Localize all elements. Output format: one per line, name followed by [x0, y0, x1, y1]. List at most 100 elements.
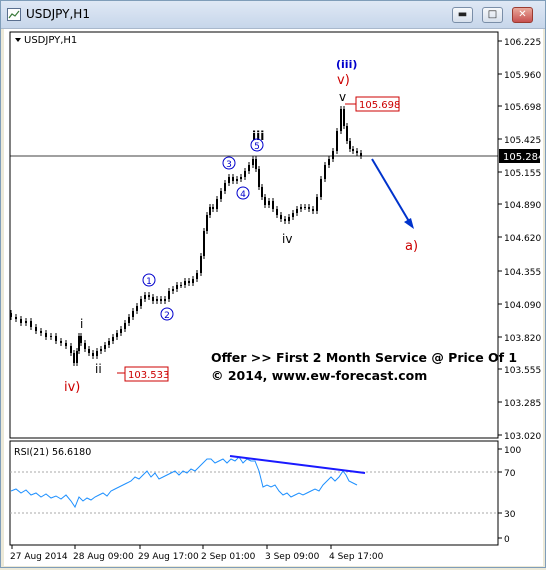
maximize-button[interactable]: □	[482, 7, 503, 23]
high-price-box	[355, 96, 400, 112]
candle-body	[200, 256, 202, 273]
price-axis-label: 106.225	[504, 38, 541, 48]
candle-body	[124, 323, 126, 329]
candle-body	[276, 209, 278, 215]
candle-body	[116, 333, 118, 337]
wave-label-4: 4	[240, 190, 246, 200]
annotation-offer: Offer >> First 2 Month Service @ Price O…	[211, 350, 517, 365]
candle-body	[332, 151, 334, 159]
price-axis-label: 103.285	[504, 399, 541, 409]
rsi-axis: 100 70 30 0	[498, 446, 521, 545]
candle-body	[50, 336, 52, 337]
candle-body	[78, 336, 80, 351]
candle-body	[120, 329, 122, 333]
candle-body	[268, 201, 270, 205]
wave-label-3: 3	[226, 160, 232, 170]
candle-body	[352, 149, 354, 151]
wave-label-i: i	[80, 317, 83, 331]
price-axis-label: 105.155	[504, 169, 541, 179]
candle-body	[360, 153, 362, 156]
low-price-tag: 103.533	[128, 370, 169, 381]
candle-body	[288, 217, 290, 221]
minimize-button[interactable]: ▬	[452, 7, 473, 23]
candle-body	[132, 311, 134, 317]
candle-body	[240, 177, 242, 179]
wave-label-iii: iii	[252, 129, 264, 143]
wave-label-1-circle	[142, 273, 156, 287]
candle-body	[228, 177, 230, 183]
time-axis-label: 2 Sep 01:00	[201, 552, 256, 562]
wave-label-2: 2	[164, 311, 170, 321]
main-chart-frame	[9, 31, 499, 439]
candle-body	[203, 231, 205, 256]
candle-body	[196, 273, 198, 279]
time-axis-label: 3 Sep 09:00	[265, 552, 320, 562]
price-axis-label: 104.890	[504, 201, 541, 211]
candle-body	[264, 197, 266, 205]
candle-body	[324, 165, 326, 179]
candle-body	[252, 159, 254, 165]
candle-body	[88, 349, 90, 353]
candle-body	[292, 213, 294, 217]
current-price-label: 105.284	[503, 152, 543, 163]
candle-body	[216, 199, 218, 209]
candle-body	[212, 207, 214, 209]
title-bar[interactable]: USDJPY,H1 ▬ □ ✕	[1, 1, 545, 29]
price-axis: 106.225 105.960 105.698 105.425 105.155 104.8…	[498, 38, 541, 442]
rsi-axis-label: 100	[504, 446, 521, 456]
time-axis-label: 4 Sep 17:00	[329, 552, 384, 562]
candle-body	[176, 285, 178, 289]
candle-body	[172, 289, 174, 291]
candle-body	[356, 151, 358, 153]
time-axis-label: 29 Aug 17:00	[138, 552, 199, 562]
candle-body	[92, 353, 94, 356]
candle-body	[346, 126, 348, 141]
chart-area[interactable]: USDJPY,H1 106.225 105.960 105.698 105.425 10…	[4, 29, 544, 566]
price-axis-label: 105.960	[504, 71, 541, 81]
wave-label-2-circle	[160, 307, 174, 321]
wave-label-5: 5	[254, 142, 260, 152]
candle-body	[10, 313, 12, 317]
candle-body	[140, 299, 142, 306]
candle-body	[104, 345, 106, 349]
chart-window-icon	[7, 8, 21, 21]
candle-body	[15, 317, 17, 319]
candle-body	[112, 337, 114, 341]
price-axis-label: 104.090	[504, 301, 541, 311]
price-axis-label: 104.355	[504, 268, 541, 278]
candle-body	[108, 341, 110, 345]
candle-body	[136, 306, 138, 311]
close-button[interactable]: ✕	[512, 7, 533, 23]
rsi-axis-label: 0	[504, 535, 510, 545]
low-price-box	[124, 366, 169, 382]
wave-label-v-red: v)	[337, 73, 350, 88]
wave-label-iv-red: iv)	[64, 380, 80, 395]
forecast-arrow-line	[371, 158, 411, 224]
candle-body	[244, 171, 246, 177]
candle-body	[128, 317, 130, 323]
wave-label-ii: ii	[95, 362, 102, 376]
candle-body	[261, 187, 263, 197]
candle-body	[280, 215, 282, 219]
price-axis-label: 104.620	[504, 234, 541, 244]
rsi-axis-label: 30	[504, 510, 516, 520]
window-title: USDJPY,H1	[26, 7, 90, 21]
candle-body	[258, 169, 260, 187]
candle-body	[164, 299, 166, 301]
candle-body	[160, 299, 162, 301]
wave-label-5-circle	[250, 138, 264, 152]
chart-dropdown-icon[interactable]	[15, 38, 21, 42]
wave-label-3-circle	[222, 156, 236, 170]
candle-body	[304, 207, 306, 208]
rsi-divergence-line	[229, 455, 366, 474]
minimize-icon: ▬	[457, 9, 468, 20]
wave-label-a-red: a)	[405, 239, 418, 254]
candle-body	[73, 353, 75, 363]
candle-body	[96, 351, 98, 356]
candle-body	[220, 191, 222, 199]
candle-body	[152, 297, 154, 301]
current-price-tag	[499, 149, 540, 163]
candle-body	[80, 336, 82, 343]
chart-canvas[interactable]: USDJPY,H1 106.225105.960105.698105.42510…	[4, 29, 544, 566]
